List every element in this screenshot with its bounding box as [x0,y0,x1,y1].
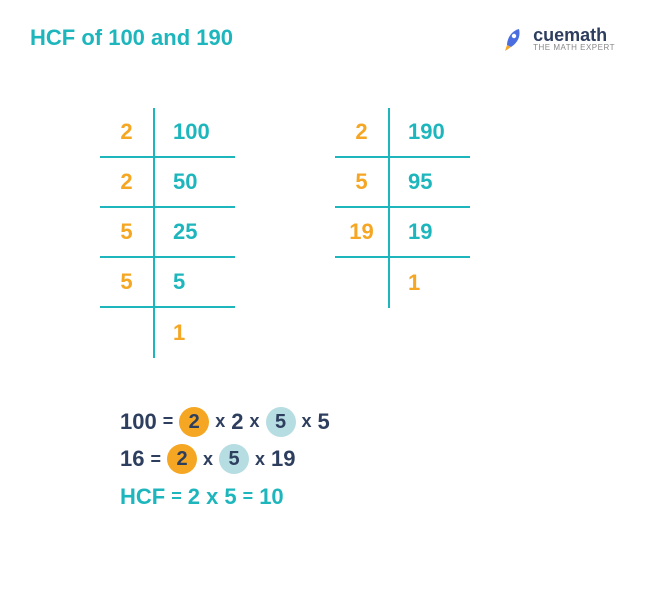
equals-sign: = [241,481,256,512]
result-expr: 2 x 5 [188,478,237,515]
highlighted-factor: 5 [219,444,249,474]
equals-sign: = [161,406,176,437]
divisor-cell: 5 [335,158,390,208]
eq-lhs: 16 [120,440,144,477]
logo-brand-text: cuemath [533,26,615,44]
factor-row: 595 [335,158,470,208]
divisor-cell: 19 [335,208,390,258]
highlighted-factor: 2 [167,444,197,474]
quotient-cell: 100 [155,108,235,158]
factor-table: 219059519191 [335,108,470,358]
rocket-icon [499,25,527,53]
result-label: HCF [120,478,165,515]
quotient-cell: 1 [390,258,470,308]
multiply-op: x [248,406,262,437]
divisor-cell [100,308,155,358]
quotient-cell: 190 [390,108,470,158]
factor: 2 [231,403,243,440]
brand-logo: cuemath THE MATH EXPERT [499,25,615,53]
factor-row: 250 [100,158,235,208]
multiply-op: x [300,406,314,437]
equation-line: 100 = 2x2x5x5 [120,403,615,440]
equation-line: 16 = 2x5x19 [120,440,615,477]
factor: 5 [318,403,330,440]
factor-row: 1919 [335,208,470,258]
highlighted-factor: 5 [266,407,296,437]
divisor-cell [335,258,390,308]
factorization-tables: 2100250525551219059519191 [100,108,615,358]
eq-lhs: 100 [120,403,157,440]
equations-block: 100 = 2x2x5x516 = 2x5x19HCF = 2 x 5 = 10 [120,403,615,515]
factor-row: 2190 [335,108,470,158]
quotient-cell: 1 [155,308,235,358]
quotient-cell: 5 [155,258,235,308]
divisor-cell: 5 [100,258,155,308]
multiply-op: x [201,444,215,475]
divisor-cell: 2 [100,108,155,158]
factor: 19 [271,440,295,477]
page-title: HCF of 100 and 190 [30,25,233,51]
divisor-cell: 5 [100,208,155,258]
factor-row: 1 [100,308,235,358]
factor-row: 1 [335,258,470,308]
divisor-cell: 2 [335,108,390,158]
multiply-op: x [213,406,227,437]
equals-sign: = [169,481,184,512]
quotient-cell: 25 [155,208,235,258]
quotient-cell: 50 [155,158,235,208]
divisor-cell: 2 [100,158,155,208]
result-line: HCF = 2 x 5 = 10 [120,478,615,515]
result-value: 10 [259,478,283,515]
factor-table: 2100250525551 [100,108,235,358]
equals-sign: = [148,444,163,475]
quotient-cell: 19 [390,208,470,258]
multiply-op: x [253,444,267,475]
factor-row: 2100 [100,108,235,158]
highlighted-factor: 2 [179,407,209,437]
factor-row: 525 [100,208,235,258]
logo-sub-text: THE MATH EXPERT [533,44,615,52]
factor-row: 55 [100,258,235,308]
quotient-cell: 95 [390,158,470,208]
